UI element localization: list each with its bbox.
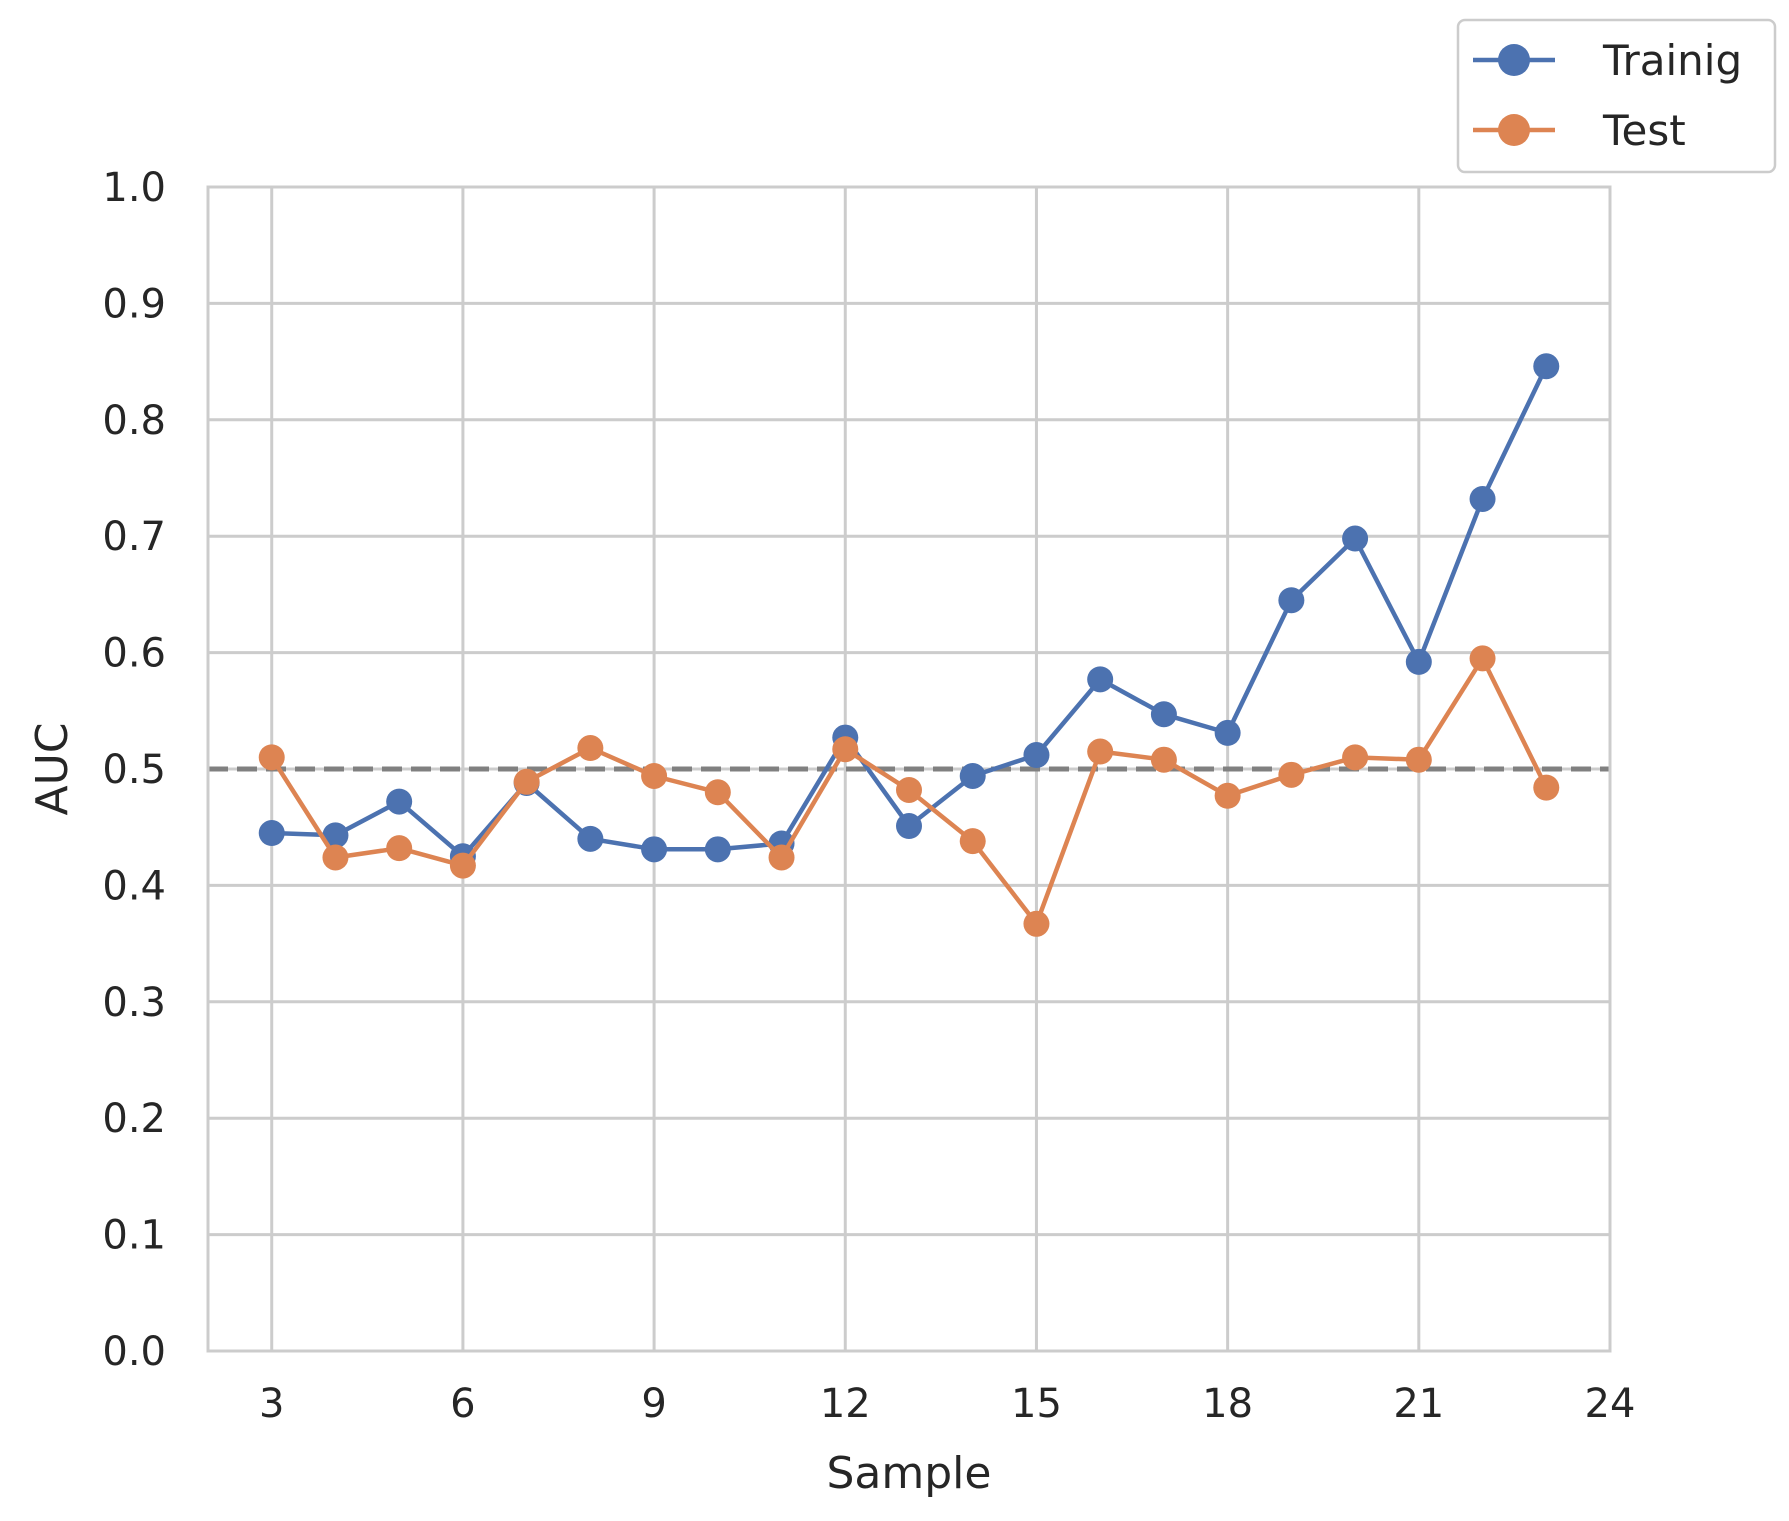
x-axis-label: Sample — [827, 1448, 992, 1499]
data-point-test — [322, 844, 349, 871]
data-point-test — [896, 776, 922, 803]
y-tick-label: 0.2 — [102, 1096, 166, 1142]
data-point-test — [1023, 910, 1050, 937]
y-tick-label: 0.9 — [102, 281, 166, 327]
y-tick-label: 0.1 — [102, 1213, 166, 1259]
data-point-trainig — [641, 836, 668, 863]
data-point-test — [1533, 774, 1560, 801]
y-tick-labels: 0.0 0.1 0.2 0.3 0.4 0.5 0.6 0.7 0.8 0.9 1.0 — [102, 165, 166, 1375]
x-tick-labels: 3 6 9 12 15 18 21 24 — [259, 1381, 1635, 1427]
data-point-trainig — [1342, 525, 1369, 552]
data-point-test — [386, 835, 413, 862]
data-point-test — [832, 736, 859, 763]
legend-label-test: Test — [1602, 106, 1686, 155]
data-point-test — [768, 844, 795, 871]
data-point-trainig — [1405, 648, 1432, 675]
legend-marker-test — [1498, 114, 1530, 146]
plot-frame — [206, 185, 1612, 1353]
x-tick-label: 21 — [1393, 1381, 1444, 1427]
data-point-test — [1087, 738, 1114, 765]
data-point-trainig — [1150, 701, 1177, 728]
x-tick-label: 24 — [1585, 1381, 1636, 1427]
data-point-trainig — [1214, 719, 1241, 746]
data-point-test — [1342, 744, 1369, 771]
x-tick-label: 9 — [641, 1381, 666, 1427]
data-point-test — [577, 735, 604, 762]
data-point-trainig — [258, 820, 285, 847]
data-point-test — [258, 744, 285, 771]
data-point-test — [1405, 746, 1432, 773]
x-tick-label: 15 — [1011, 1381, 1062, 1427]
data-point-test — [449, 852, 476, 879]
x-tick-label: 3 — [259, 1381, 284, 1427]
data-point-test — [513, 768, 540, 795]
y-tick-label: 0.6 — [102, 631, 166, 677]
y-tick-label: 1.0 — [102, 165, 166, 211]
data-point-trainig — [577, 825, 604, 852]
data-point-test — [1150, 746, 1177, 773]
y-tick-label: 0.3 — [102, 980, 166, 1026]
data-point-trainig — [1533, 353, 1560, 380]
data-point-trainig — [1278, 587, 1305, 614]
legend-marker-trainig — [1498, 44, 1530, 76]
data-point-test — [1278, 761, 1305, 788]
y-tick-label: 0.0 — [102, 1329, 166, 1375]
data-point-test — [1214, 782, 1241, 809]
data-point-test — [1469, 645, 1496, 672]
x-tick-label: 12 — [820, 1381, 871, 1427]
data-point-trainig — [704, 836, 731, 863]
data-point-trainig — [1087, 666, 1114, 693]
legend-label-trainig: Trainig — [1602, 36, 1742, 85]
legend: Trainig Test — [1456, 18, 1777, 174]
y-tick-label: 0.7 — [102, 514, 166, 560]
data-point-test — [641, 762, 668, 789]
y-tick-label: 0.5 — [102, 747, 166, 793]
data-point-test — [704, 779, 731, 806]
y-tick-label: 0.4 — [102, 863, 166, 909]
data-point-trainig — [1023, 742, 1050, 769]
data-point-trainig — [896, 813, 922, 840]
data-point-test — [959, 828, 986, 855]
y-axis-label: AUC — [27, 722, 78, 815]
series-layer — [258, 353, 1560, 937]
data-point-trainig — [322, 822, 349, 849]
data-point-trainig — [959, 762, 986, 789]
x-tick-label: 18 — [1202, 1381, 1253, 1427]
data-point-trainig — [1469, 485, 1496, 512]
series-test — [258, 645, 1560, 937]
y-tick-label: 0.8 — [102, 398, 166, 444]
data-point-trainig — [386, 788, 413, 815]
x-tick-label: 6 — [450, 1381, 475, 1427]
